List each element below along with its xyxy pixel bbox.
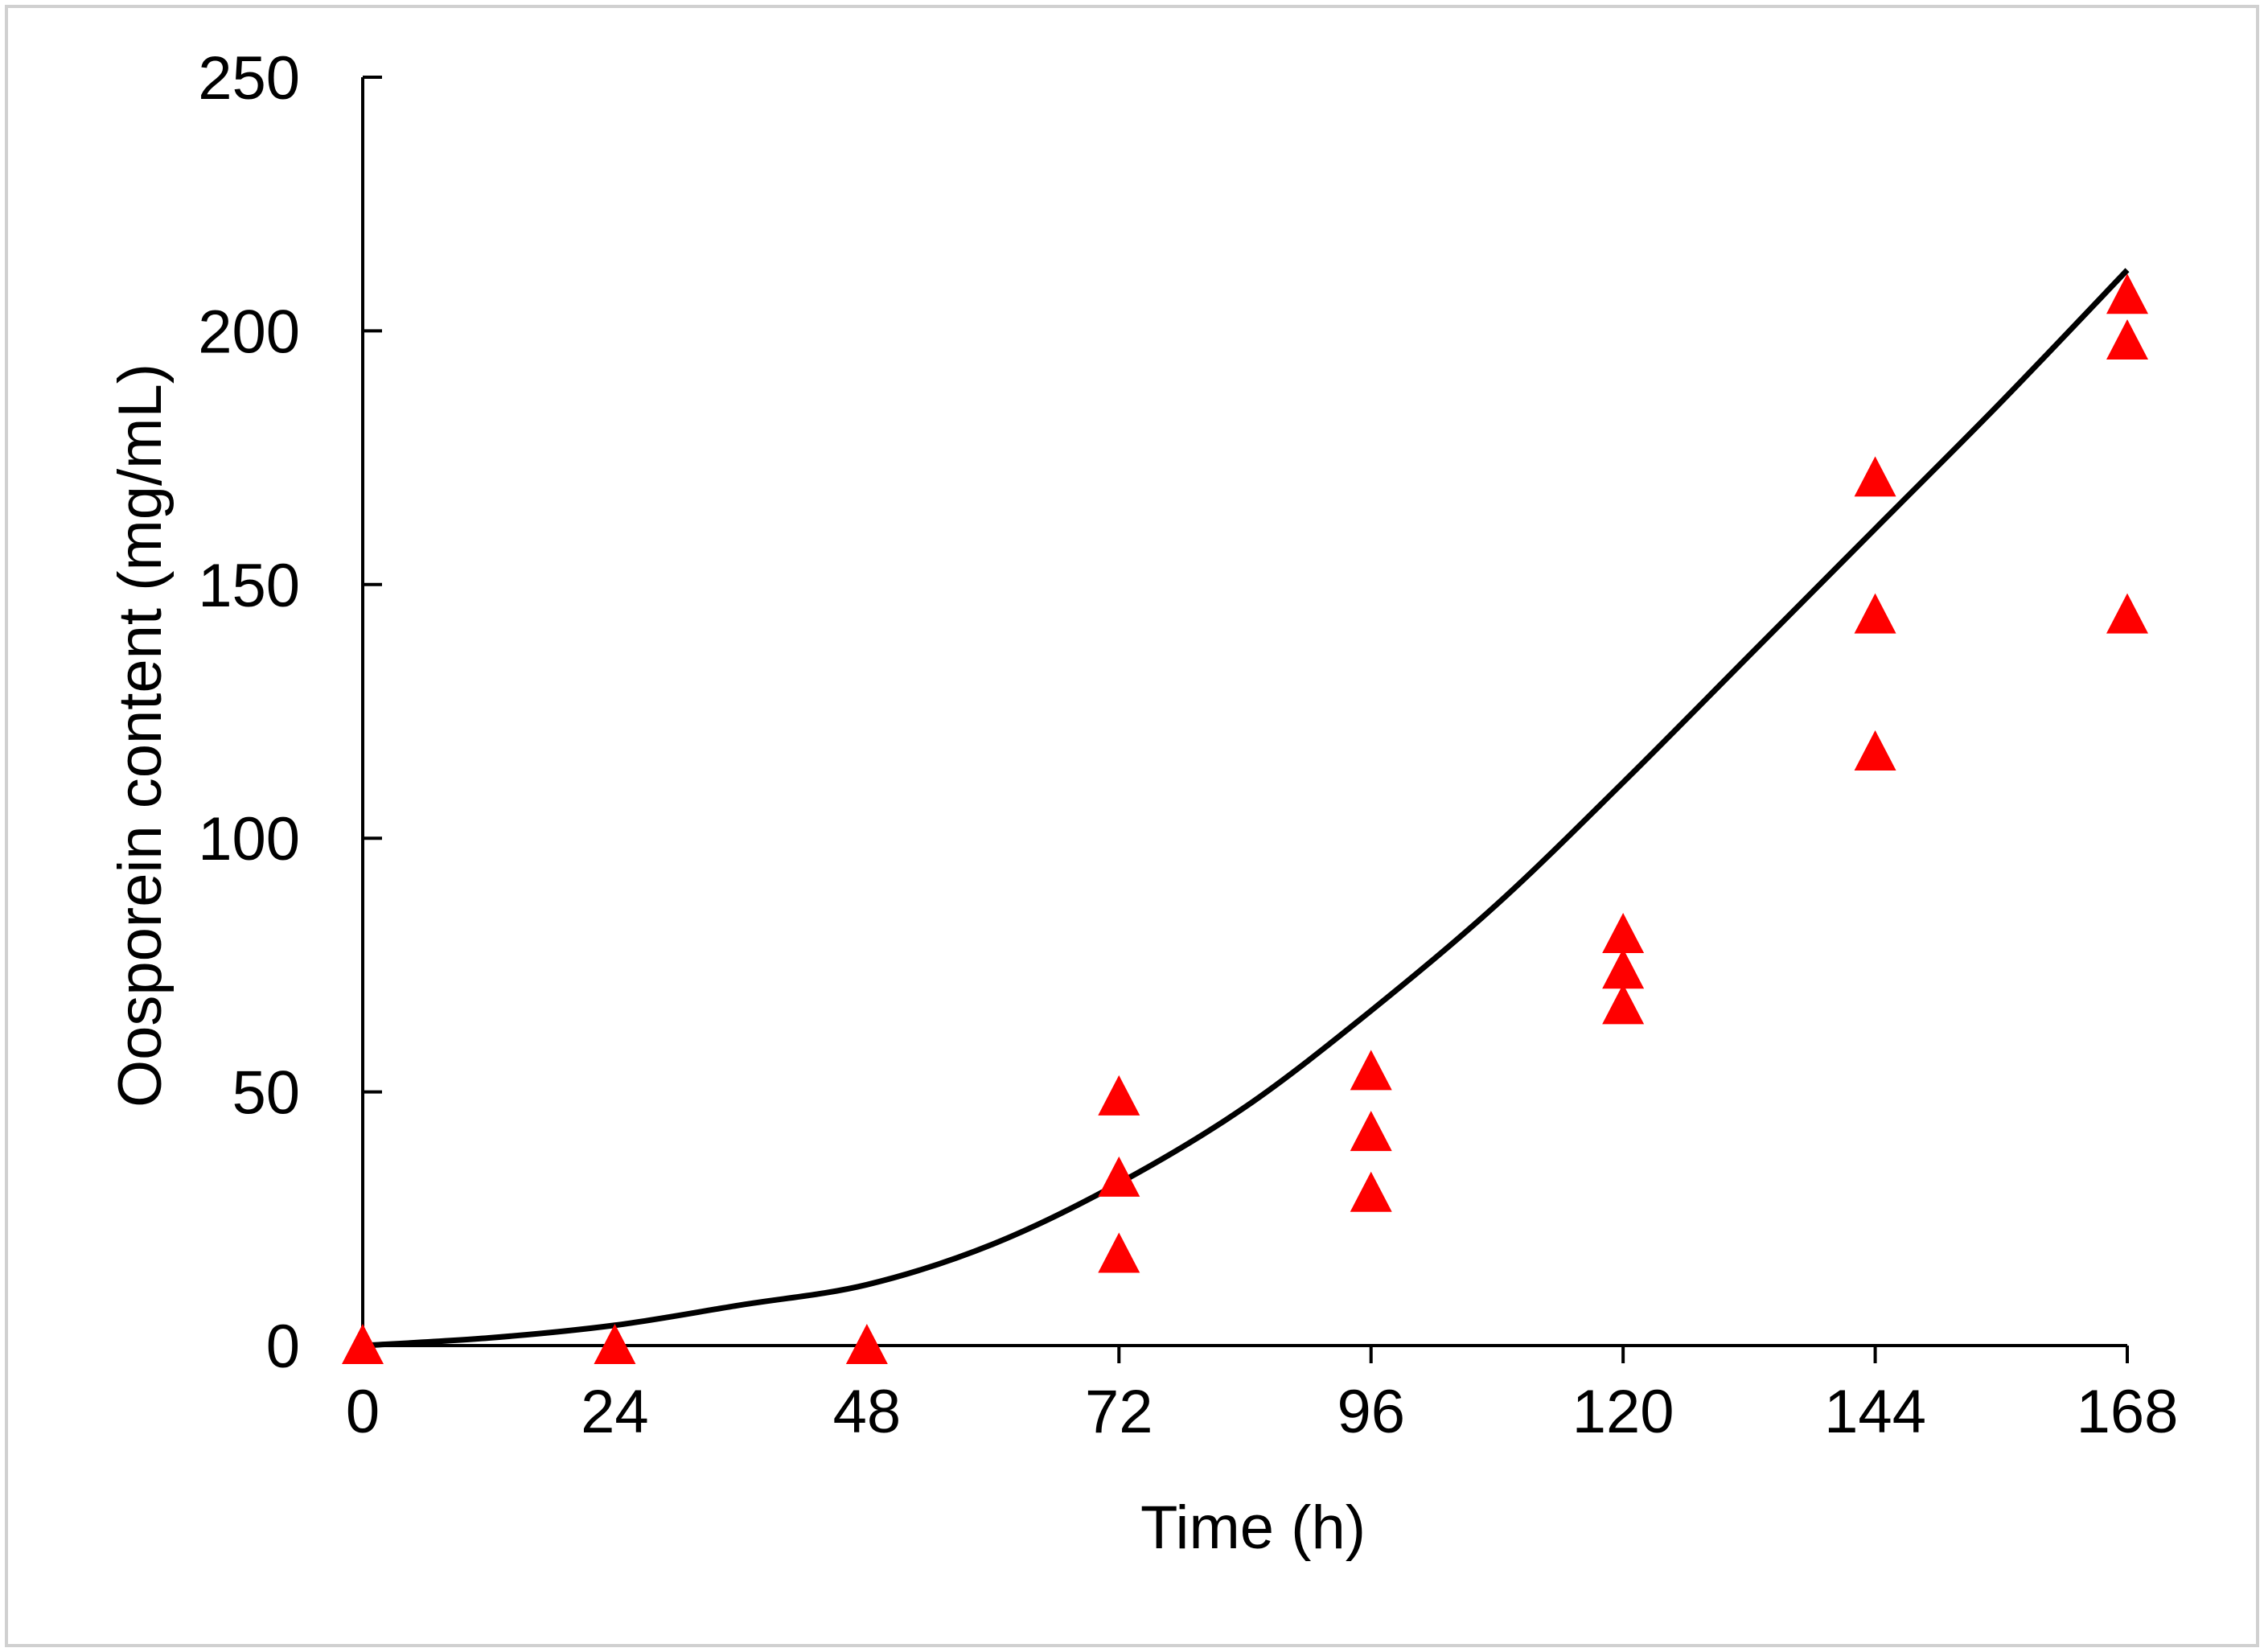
data-point-triangle — [1602, 948, 1645, 989]
data-point-triangle — [594, 1324, 636, 1364]
fit-line-layer — [362, 268, 2130, 1349]
data-point-triangle — [342, 1324, 384, 1364]
data-point-triangle — [1854, 456, 1896, 497]
axis-labels: Time (h) Oosporein content (mg/mL) 0 24 48… — [106, 44, 2178, 1562]
data-point-triangle — [1854, 593, 1896, 634]
data-point-triangle — [1350, 1111, 1392, 1152]
data-point-triangle — [1602, 984, 1645, 1025]
data-point-triangle — [1350, 1171, 1392, 1212]
x-tick-label: 24 — [581, 1378, 649, 1446]
y-tick-label: 0 — [266, 1313, 300, 1381]
figure-border — [5, 5, 2259, 1647]
axes — [361, 76, 2129, 1363]
x-axis-title: Time (h) — [1140, 1494, 1366, 1562]
data-point-triangle — [1854, 729, 1896, 771]
fit-curve — [362, 268, 2130, 1349]
data-point-triangle — [2106, 319, 2148, 360]
y-tick-label: 50 — [232, 1059, 300, 1128]
y-tick-label: 200 — [198, 298, 300, 366]
x-tick-label: 144 — [1824, 1378, 1926, 1446]
x-tick-label: 72 — [1085, 1378, 1153, 1446]
x-tick-label: 0 — [346, 1378, 380, 1446]
marker-layer — [342, 273, 2148, 1364]
data-point-triangle — [1350, 1050, 1392, 1091]
data-point-triangle — [2106, 273, 2148, 314]
data-point-triangle — [1098, 1075, 1140, 1116]
x-tick-label: 168 — [2077, 1378, 2179, 1446]
y-tick-label: 100 — [198, 805, 300, 873]
data-point-triangle — [2106, 593, 2148, 634]
x-tick-label: 48 — [833, 1378, 902, 1446]
data-point-triangle — [1602, 913, 1645, 954]
data-point-triangle — [1098, 1232, 1140, 1273]
x-tick-label: 120 — [1572, 1378, 1674, 1446]
x-tick-label: 96 — [1337, 1378, 1405, 1446]
y-tick-label: 150 — [198, 552, 300, 620]
y-axis-title: Oosporein content (mg/mL) — [106, 364, 175, 1107]
data-point-triangle — [1098, 1156, 1140, 1197]
data-point-triangle — [845, 1324, 888, 1364]
y-tick-label: 250 — [198, 44, 300, 113]
